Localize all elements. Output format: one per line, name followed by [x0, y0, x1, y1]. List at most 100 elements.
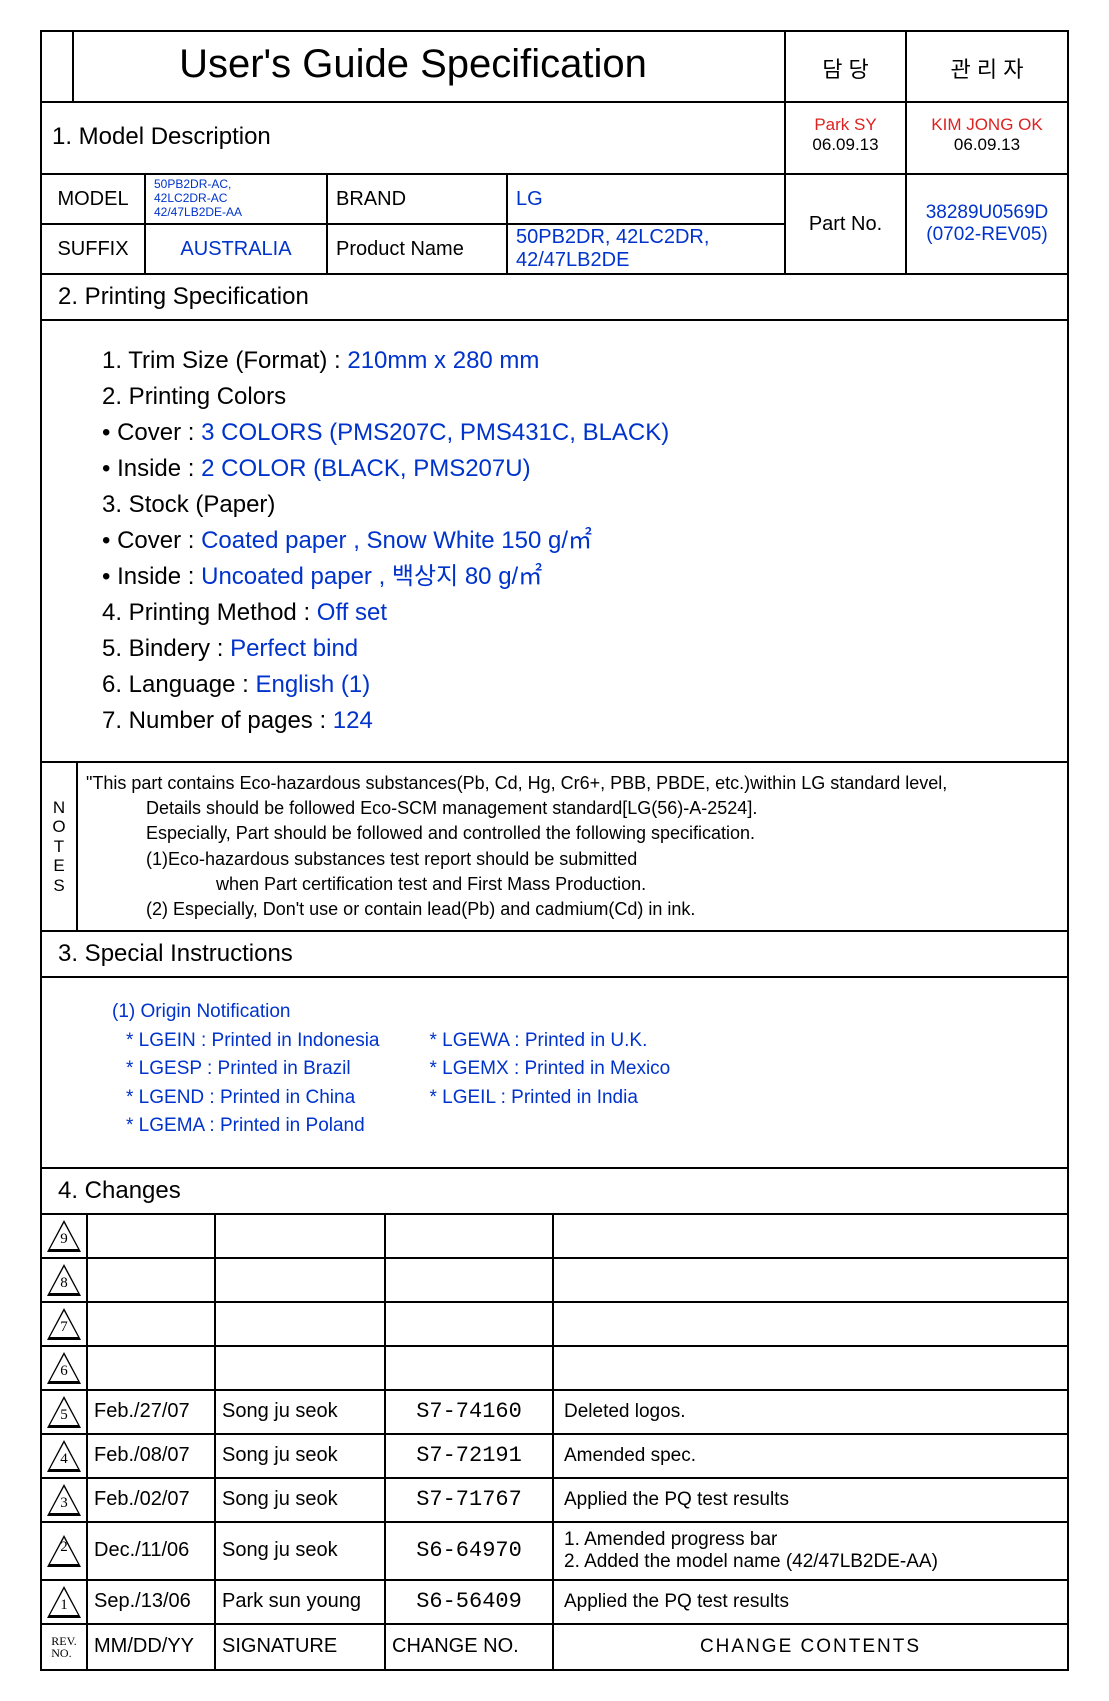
origin-col1: * LGEIN : Printed in Indonesia * LGESP :… [126, 1027, 379, 1141]
change-number [386, 1303, 554, 1345]
change-header-rev: REV. NO. [42, 1625, 88, 1669]
change-row: 3Feb./02/07Song ju seokS7-71767Applied t… [42, 1479, 1067, 1523]
suffix-label: SUFFIX [42, 225, 146, 273]
change-rev-triangle: 4 [42, 1435, 88, 1477]
change-row: 7 [42, 1303, 1067, 1347]
origin-c2-1: * LGEMX : Printed in Mexico [429, 1055, 670, 1084]
change-row: 5Feb./27/07Song ju seokS7-74160Deleted l… [42, 1391, 1067, 1435]
approval-col1-name: Park SY [786, 115, 905, 135]
printing-spec-body: 1. Trim Size (Format) : 210mm x 280 mm 2… [42, 321, 1067, 763]
change-date: Feb./27/07 [88, 1391, 216, 1433]
change-contents: Applied the PQ test results [554, 1479, 1067, 1521]
change-row: 6 [42, 1347, 1067, 1391]
change-signature [216, 1215, 386, 1257]
model-table-left: MODEL 50PB2DR-AC, 42LC2DR-AC 42/47LB2DE-… [42, 175, 786, 275]
change-row: 1Sep./13/06Park sun youngS6-56409Applied… [42, 1581, 1067, 1625]
model-value: 50PB2DR-AC, 42LC2DR-AC 42/47LB2DE-AA [146, 175, 328, 223]
change-contents [554, 1303, 1067, 1345]
notes-body: "This part contains Eco-hazardous substa… [78, 763, 1067, 930]
change-number [386, 1259, 554, 1301]
approval-col2-label: 관 리 자 [907, 32, 1067, 103]
change-rev-triangle: 7 [42, 1303, 88, 1345]
change-signature [216, 1303, 386, 1345]
spec-line-3: • Cover : 3 COLORS (PMS207C, PMS431C, BL… [102, 415, 1059, 451]
change-row: 2Dec./11/06Song ju seokS6-649701. Amende… [42, 1523, 1067, 1581]
model-row-1: MODEL 50PB2DR-AC, 42LC2DR-AC 42/47LB2DE-… [42, 175, 786, 225]
change-contents: Applied the PQ test results [554, 1581, 1067, 1623]
change-rev-triangle: 9 [42, 1215, 88, 1257]
product-value: 50PB2DR, 42LC2DR, 42/47LB2DE [508, 225, 786, 273]
notes-line-4: when Part certification test and First M… [86, 872, 1059, 897]
origin-columns: * LGEIN : Printed in Indonesia * LGESP :… [112, 1027, 1059, 1141]
change-row: 9 [42, 1215, 1067, 1259]
spec-line-9: 5. Bindery : Perfect bind [102, 631, 1059, 667]
change-contents [554, 1215, 1067, 1257]
partno-value: 38289U0569D (0702-REV05) [907, 175, 1067, 275]
origin-c2-2: * LGEIL : Printed in India [429, 1084, 670, 1113]
change-contents [554, 1259, 1067, 1301]
spec-line-10: 6. Language : English (1) [102, 667, 1059, 703]
brand-label: BRAND [328, 175, 508, 223]
doc-title: User's Guide Specification [42, 32, 786, 103]
notes-line-5: (2) Especially, Don't use or contain lea… [86, 897, 1059, 922]
partno-label: Part No. [786, 175, 907, 275]
change-contents: Deleted logos. [554, 1391, 1067, 1433]
model-row-2: SUFFIX AUSTRALIA Product Name 50PB2DR, 4… [42, 225, 786, 275]
section1-heading: 1. Model Description [42, 103, 786, 175]
change-signature [216, 1259, 386, 1301]
change-header-row: REV. NO.MM/DD/YYSIGNATURECHANGE NO.CHANG… [42, 1625, 1067, 1669]
change-signature: Song ju seok [216, 1435, 386, 1477]
change-contents: 1. Amended progress bar 2. Added the mod… [554, 1523, 1067, 1579]
origin-c1-0: * LGEIN : Printed in Indonesia [126, 1027, 379, 1056]
product-label: Product Name [328, 225, 508, 273]
change-date: Dec./11/06 [88, 1523, 216, 1579]
change-signature: Song ju seok [216, 1479, 386, 1521]
notes-line-1: Details should be followed Eco-SCM manag… [86, 796, 1059, 821]
section4-heading: 4. Changes [42, 1169, 1067, 1215]
change-date [88, 1259, 216, 1301]
spec-line-1: 1. Trim Size (Format) : 210mm x 280 mm [102, 343, 1059, 379]
change-signature: Song ju seok [216, 1523, 386, 1579]
section2-heading: 2. Printing Specification [42, 275, 1067, 321]
change-number [386, 1215, 554, 1257]
change-contents: Amended spec. [554, 1435, 1067, 1477]
origin-col2: * LGEWA : Printed in U.K. * LGEMX : Prin… [429, 1027, 670, 1141]
change-rev-triangle: 1 [42, 1581, 88, 1623]
change-date [88, 1303, 216, 1345]
approval-col1-sign: Park SY 06.09.13 [786, 103, 907, 175]
model-label: MODEL [42, 175, 146, 223]
change-number: S7-71767 [386, 1479, 554, 1521]
change-header-date: MM/DD/YY [88, 1625, 216, 1669]
title-text: User's Guide Specification [179, 42, 647, 86]
spec-line-7: • Inside : Uncoated paper , 백상지 80 g/㎡ [102, 559, 1059, 595]
notes-row: NOTES "This part contains Eco-hazardous … [42, 763, 1067, 932]
change-date: Feb./08/07 [88, 1435, 216, 1477]
model-table: MODEL 50PB2DR-AC, 42LC2DR-AC 42/47LB2DE-… [42, 175, 1067, 275]
change-rev-triangle: 5 [42, 1391, 88, 1433]
change-number: S7-74160 [386, 1391, 554, 1433]
section3-heading: 3. Special Instructions [42, 932, 1067, 978]
approval-col2-date: 06.09.13 [907, 135, 1067, 155]
change-header-sig: SIGNATURE [216, 1625, 386, 1669]
notes-line-0: "This part contains Eco-hazardous substa… [86, 771, 1059, 796]
title-row: User's Guide Specification 담 당 관 리 자 [42, 32, 1067, 103]
spec-line-6: • Cover : Coated paper , Snow White 150 … [102, 523, 1059, 559]
spec-page: User's Guide Specification 담 당 관 리 자 1. … [40, 30, 1069, 1671]
change-signature: Park sun young [216, 1581, 386, 1623]
change-header-cont: CHANGE CONTENTS [554, 1625, 1067, 1669]
change-rev-triangle: 2 [42, 1523, 88, 1579]
change-header-no: CHANGE NO. [386, 1625, 554, 1669]
spec-line-5: 3. Stock (Paper) [102, 487, 1059, 523]
change-date: Feb./02/07 [88, 1479, 216, 1521]
change-number: S6-56409 [386, 1581, 554, 1623]
change-date [88, 1347, 216, 1389]
change-row: 8 [42, 1259, 1067, 1303]
special-body: (1) Origin Notification * LGEIN : Printe… [42, 978, 1067, 1169]
origin-c1-1: * LGESP : Printed in Brazil [126, 1055, 379, 1084]
approval-col1-date: 06.09.13 [786, 135, 905, 155]
origin-heading: (1) Origin Notification [112, 998, 1059, 1027]
origin-c1-3: * LGEMA : Printed in Poland [126, 1112, 379, 1141]
origin-c2-0: * LGEWA : Printed in U.K. [429, 1027, 670, 1056]
changes-table: 98765Feb./27/07Song ju seokS7-74160Delet… [42, 1215, 1067, 1669]
change-rev-triangle: 3 [42, 1479, 88, 1521]
